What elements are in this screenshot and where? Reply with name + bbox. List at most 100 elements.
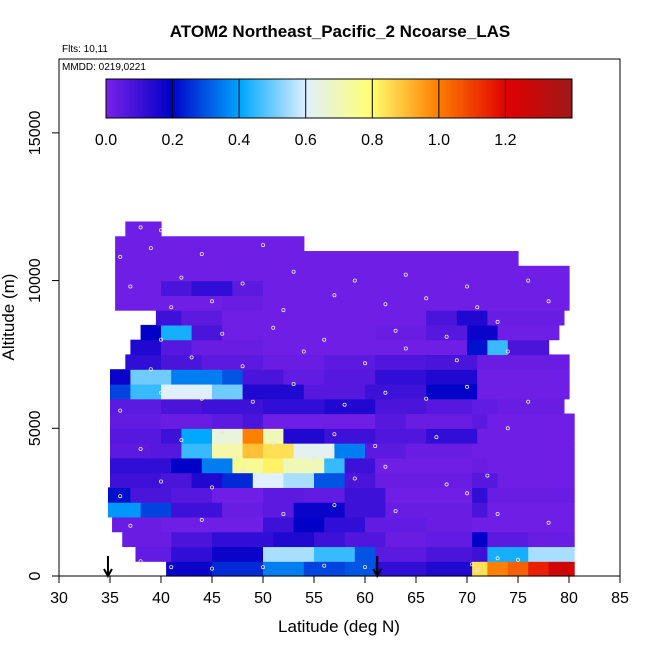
heatmap-cell bbox=[426, 354, 478, 370]
y-tick-label: 10000 bbox=[27, 258, 44, 303]
y-axis: 0 5000 10000 15000 bbox=[27, 111, 59, 580]
heatmap-cell bbox=[467, 295, 570, 311]
heatmap-cell bbox=[324, 516, 366, 533]
heatmap-cell bbox=[263, 354, 325, 370]
heatmap-cell bbox=[324, 354, 376, 370]
heatmap-cell bbox=[263, 428, 284, 444]
x-tick-label: 80 bbox=[560, 590, 578, 607]
x-tick-label: 40 bbox=[152, 590, 170, 607]
heatmap-cell bbox=[112, 516, 162, 533]
heatmap-cell bbox=[130, 339, 162, 356]
heatmap-cell bbox=[426, 398, 473, 415]
sample-point bbox=[138, 559, 143, 564]
heatmap-cell bbox=[472, 457, 488, 474]
heatmap-cell bbox=[242, 443, 264, 459]
heatmap-cell bbox=[293, 443, 335, 459]
sample-point bbox=[179, 438, 184, 443]
heatmap-cell bbox=[130, 487, 172, 503]
sample-point bbox=[485, 473, 490, 478]
heatmap-cell bbox=[222, 472, 254, 488]
sample-point bbox=[128, 284, 133, 289]
heatmap-cell bbox=[375, 546, 427, 562]
heatmap-cell bbox=[472, 561, 488, 577]
sample-point bbox=[526, 278, 531, 283]
heatmap-cell bbox=[314, 531, 346, 548]
heatmap-cell bbox=[263, 502, 295, 518]
heatmap-cell bbox=[110, 457, 172, 474]
heatmap-cell bbox=[472, 472, 499, 488]
heatmap-cell bbox=[303, 561, 346, 577]
y-tick-label: 5000 bbox=[27, 410, 44, 446]
sample-point bbox=[260, 243, 265, 248]
heatmap-cell bbox=[263, 443, 295, 459]
heatmap-cell bbox=[548, 561, 575, 577]
heatmap-cell bbox=[171, 295, 223, 311]
heatmap-cell bbox=[344, 561, 376, 577]
colorbar-tick-label: 0.2 bbox=[161, 132, 183, 149]
heatmap-cell bbox=[426, 324, 468, 341]
sample-point bbox=[403, 272, 408, 277]
sample-point bbox=[199, 396, 204, 401]
heatmap-cell bbox=[375, 457, 473, 474]
colorbar-tick-label: 1.2 bbox=[494, 132, 516, 149]
sample-point bbox=[179, 275, 184, 280]
sample-point bbox=[495, 319, 500, 324]
sample-point bbox=[291, 269, 296, 274]
heatmap-cell bbox=[528, 561, 550, 577]
heatmap-cell bbox=[212, 487, 264, 503]
heatmap-cell bbox=[171, 531, 213, 548]
sample-point bbox=[424, 396, 429, 401]
heatmap-cell bbox=[161, 324, 193, 341]
sample-point bbox=[322, 337, 327, 342]
x-tick-label: 35 bbox=[101, 590, 119, 607]
sample-point bbox=[495, 512, 500, 517]
heatmap-cell bbox=[161, 354, 203, 370]
heatmap-cell bbox=[252, 472, 284, 488]
sample-point bbox=[424, 296, 429, 301]
heatmap-cell bbox=[130, 369, 172, 385]
sample-point bbox=[281, 308, 286, 313]
sample-point bbox=[240, 281, 245, 286]
heatmap-cell bbox=[191, 472, 223, 488]
heatmap-cell bbox=[293, 516, 325, 533]
heatmap-cell bbox=[212, 531, 274, 548]
sample-point bbox=[291, 381, 296, 386]
sample-point bbox=[362, 565, 367, 570]
heatmap-cell bbox=[222, 310, 295, 326]
x-tick-label: 45 bbox=[203, 590, 221, 607]
heatmap-cell bbox=[222, 324, 376, 341]
chart-title: ATOM2 Northeast_Pacific_2 Ncoarse_LAS bbox=[170, 22, 510, 41]
sample-point bbox=[332, 293, 337, 298]
y-tick-label: 0 bbox=[27, 571, 44, 580]
x-tick-label: 70 bbox=[458, 590, 476, 607]
heatmap-cell bbox=[283, 472, 315, 488]
heatmap-cell bbox=[161, 472, 193, 488]
heatmap-cell bbox=[263, 398, 325, 415]
heatmap-cell bbox=[242, 369, 284, 385]
x-axis-label: Latitude (deg N) bbox=[278, 617, 400, 636]
sample-point bbox=[118, 254, 123, 259]
sample-point bbox=[250, 399, 255, 404]
heatmap-cell bbox=[375, 413, 407, 429]
heatmap-cell bbox=[161, 428, 182, 444]
sample-point bbox=[516, 557, 521, 562]
arrow-head bbox=[103, 568, 113, 579]
sample-point bbox=[158, 228, 163, 233]
sample-point bbox=[148, 367, 153, 372]
sample-point bbox=[199, 251, 204, 256]
heatmap-cell bbox=[385, 502, 473, 518]
heatmap-cell bbox=[283, 428, 325, 444]
sample-point bbox=[475, 568, 480, 573]
heatmap-cell bbox=[385, 531, 427, 548]
heatmap-cell bbox=[140, 502, 172, 518]
heatmap-cell bbox=[487, 339, 509, 356]
sample-point bbox=[220, 429, 225, 434]
heatmap-cell bbox=[487, 502, 575, 518]
heatmap-cell bbox=[375, 369, 427, 385]
heatmap-cell bbox=[110, 443, 152, 459]
sample-point bbox=[332, 432, 337, 437]
heatmap-cell bbox=[477, 369, 570, 385]
heatmap-cell bbox=[344, 472, 376, 488]
sample-point bbox=[322, 563, 327, 568]
colorbar: 0.0 0.2 0.4 0.6 0.8 1.0 1.2 bbox=[95, 78, 573, 149]
